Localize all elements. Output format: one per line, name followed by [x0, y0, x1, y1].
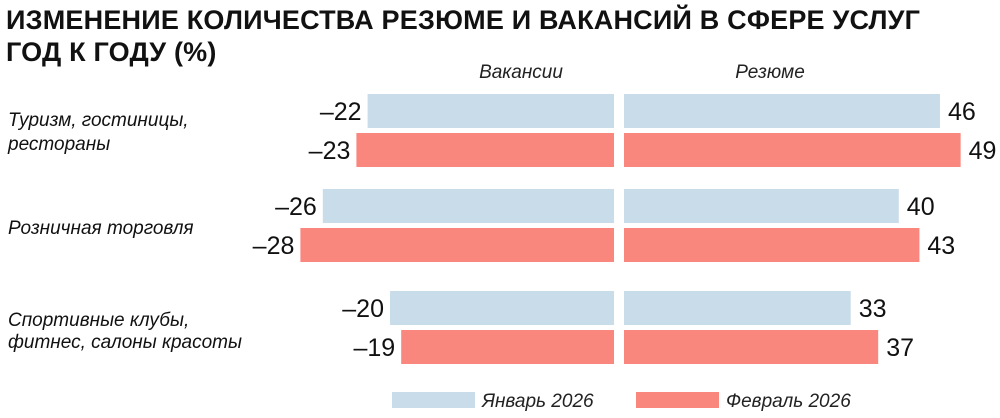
vacancies-value-label: –23: [309, 137, 351, 165]
vacancies-value-label: –20: [342, 295, 384, 323]
vacancies-value-label: –22: [320, 98, 362, 126]
vacancies-value-label: –28: [253, 232, 295, 260]
vacancies-bar: [390, 291, 614, 325]
legend-swatch: [636, 392, 719, 408]
resumes-bar: [624, 189, 899, 223]
chart-title: ИЗМЕНЕНИЕ КОЛИЧЕСТВА РЕЗЮМЕ И ВАКАНСИЙ В…: [6, 4, 996, 68]
legend-swatch: [392, 392, 475, 408]
legend-label: Февраль 2026: [726, 391, 851, 412]
vacancies-bar: [322, 189, 614, 223]
resumes-value-label: 49: [969, 137, 997, 165]
panel-header-vacancies: Вакансии: [479, 62, 563, 83]
resumes-value-label: 43: [927, 232, 955, 260]
category-label: рестораны: [7, 134, 110, 155]
vacancies-bar: [367, 94, 614, 128]
vacancies-value-label: –26: [275, 193, 317, 221]
vacancies-bar: [356, 133, 614, 167]
resumes-bar: [624, 94, 941, 128]
resumes-value-label: 33: [859, 295, 887, 323]
resumes-bar: [624, 228, 920, 262]
resumes-value-label: 40: [907, 193, 935, 221]
resumes-bar: [624, 291, 851, 325]
resumes-value-label: 37: [886, 334, 914, 362]
resumes-value-label: 46: [948, 98, 976, 126]
resumes-bar: [624, 133, 961, 167]
category-label: Спортивные клубы,: [8, 310, 189, 331]
chart-title-line-2: ГОД К ГОДУ (%): [6, 37, 217, 67]
vacancies-bar: [401, 330, 614, 364]
panel-header-resumes: Резюме: [735, 62, 805, 83]
vacancies-bar: [300, 228, 614, 262]
legend-label: Январь 2026: [481, 391, 594, 412]
resumes-bar: [624, 330, 879, 364]
category-label: Розничная торговля: [8, 218, 194, 239]
vacancies-value-label: –19: [353, 334, 395, 362]
chart-title-line-1: ИЗМЕНЕНИЕ КОЛИЧЕСТВА РЕЗЮМЕ И ВАКАНСИЙ В…: [6, 5, 921, 35]
category-label: Туризм, гостиницы,: [8, 110, 189, 131]
category-label: фитнес, салоны красоты: [8, 332, 242, 353]
